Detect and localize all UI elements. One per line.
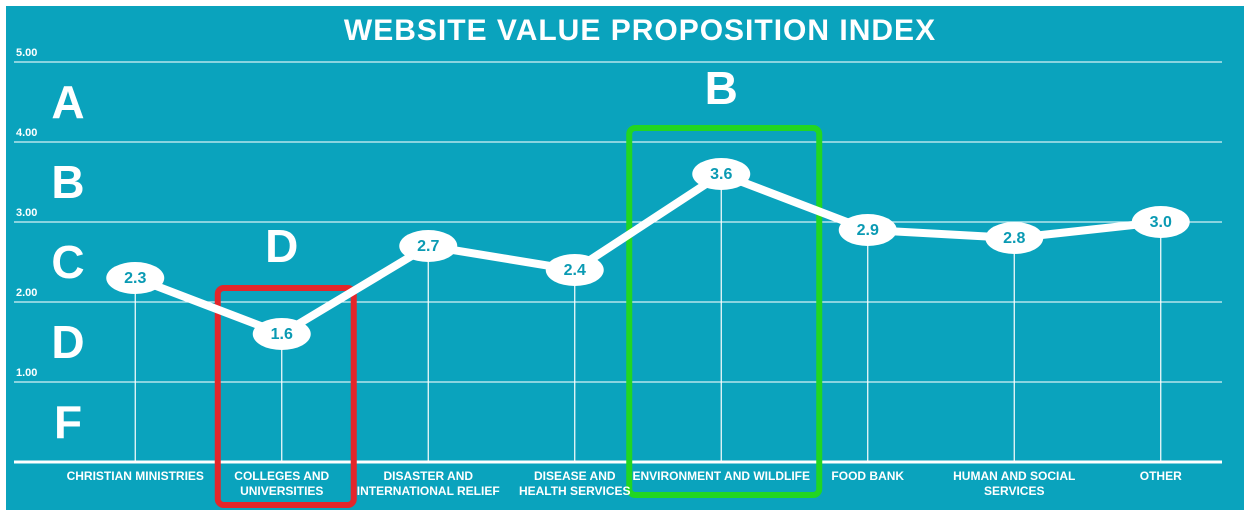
point (106, 262, 165, 294)
grade-letter: C (51, 236, 84, 288)
y-tick-label: 5.00 (16, 47, 37, 59)
data-label: 3.6 (710, 166, 732, 183)
highlight-box (626, 125, 823, 498)
x-tick-label: CHRISTIAN MINISTRIES (66, 469, 204, 483)
background (6, 6, 1244, 510)
x-tick-label: DISASTER AND INTERNATIONAL RELIEF (356, 469, 500, 498)
point (838, 214, 897, 246)
x-tick-label: DISEASE AND HEALTH SERVICES (518, 469, 631, 498)
data-label: 1.6 (271, 326, 293, 343)
data-label: 2.7 (417, 238, 439, 255)
x-tick-label: FOOD BANK (831, 469, 905, 483)
chart-title: WEBSITE VALUE PROPOSITION INDEX (344, 14, 936, 47)
data-label: 2.8 (1003, 230, 1025, 247)
x-tick-label-box: ENVIRONMENT AND WILDLIFE (632, 469, 811, 483)
data-label: 2.9 (857, 222, 879, 239)
x-tick-label: COLLEGES AND UNIVERSITIES (234, 469, 330, 498)
point (1131, 206, 1190, 238)
point (692, 158, 751, 190)
data-label: 3.0 (1150, 214, 1172, 231)
highlight-box (214, 285, 357, 508)
point (399, 230, 458, 262)
x-tick-label-box: COLLEGES AND UNIVERSITIES (234, 469, 330, 498)
x-tick-label-box: DISEASE AND HEALTH SERVICES (518, 469, 631, 498)
data-label: 2.3 (124, 270, 146, 287)
data-label: 2.4 (564, 262, 586, 279)
x-tick-label-box: DISASTER AND INTERNATIONAL RELIEF (356, 469, 500, 498)
point (252, 318, 311, 350)
highlight-label: D (265, 220, 298, 272)
x-tick-label-box: HUMAN AND SOCIAL SERVICES (953, 469, 1076, 498)
highlight-label: B (705, 62, 738, 114)
x-tick-label: ENVIRONMENT AND WILDLIFE (632, 469, 811, 483)
y-tick-label: 4.00 (16, 127, 37, 139)
x-tick-label-box: FOOD BANK (831, 469, 905, 483)
x-tick-label: HUMAN AND SOCIAL SERVICES (953, 469, 1076, 498)
grade-letter: A (51, 76, 84, 128)
x-tick-label: OTHER (1139, 469, 1182, 483)
y-tick-label: 3.00 (16, 207, 37, 219)
y-tick-label: 2.00 (16, 287, 37, 299)
y-tick-label: 1.00 (16, 367, 37, 379)
grade-letter: F (54, 396, 82, 448)
grade-letter: D (51, 316, 84, 368)
x-tick-label-box: CHRISTIAN MINISTRIES (66, 469, 204, 483)
point (545, 254, 604, 286)
grade-letter: B (51, 156, 84, 208)
x-tick-label-box: OTHER (1139, 469, 1182, 483)
point (985, 222, 1044, 254)
